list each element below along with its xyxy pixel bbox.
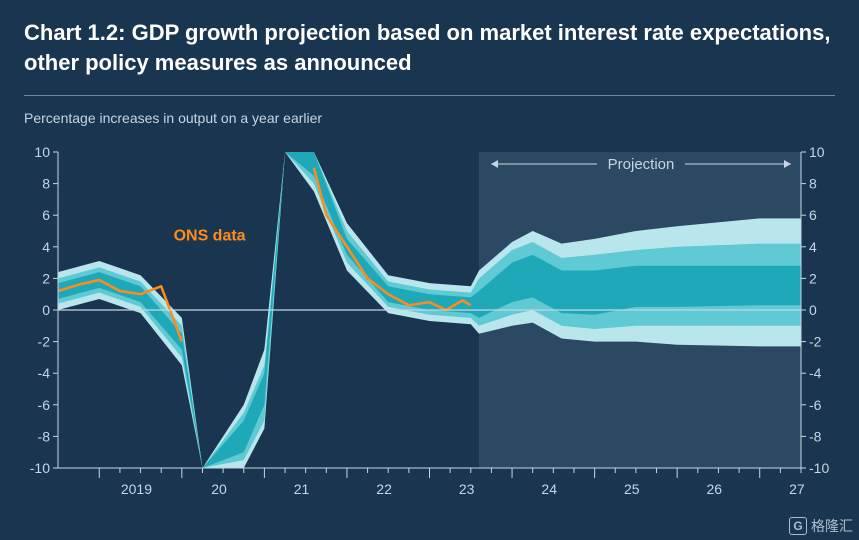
- ytick-left: 4: [42, 239, 50, 255]
- xtick-label: 24: [541, 481, 557, 497]
- ytick-right: -10: [809, 460, 829, 476]
- xtick-label: 25: [624, 481, 640, 497]
- ytick-right: -2: [809, 334, 822, 350]
- watermark: G 格隆汇: [789, 516, 853, 536]
- ytick-right: -4: [809, 366, 822, 382]
- ytick-right: -6: [809, 397, 822, 413]
- xtick-label: 27: [789, 481, 805, 497]
- ytick-right: 6: [809, 208, 817, 224]
- ytick-right: 8: [809, 176, 817, 192]
- xtick-label: 21: [294, 481, 310, 497]
- ons-label: ONS data: [174, 228, 246, 245]
- ytick-right: 0: [809, 302, 817, 318]
- chart-container: Percentage increases in output on a year…: [24, 95, 835, 508]
- ytick-right: 10: [809, 144, 825, 160]
- ytick-right: -8: [809, 429, 822, 445]
- divider: [24, 95, 835, 96]
- xtick-label: 26: [707, 481, 723, 497]
- ytick-left: -6: [38, 397, 51, 413]
- chart-title: Chart 1.2: GDP growth projection based o…: [0, 0, 859, 87]
- ytick-right: 2: [809, 271, 817, 287]
- ytick-left: 8: [42, 176, 50, 192]
- fan-chart: -10-10-8-8-6-6-4-4-2-2002244668810102019…: [24, 132, 835, 508]
- ytick-left: -2: [38, 334, 51, 350]
- xtick-label: 22: [376, 481, 392, 497]
- ytick-right: 4: [809, 239, 817, 255]
- ytick-left: 6: [42, 208, 50, 224]
- ytick-left: -8: [38, 429, 51, 445]
- projection-label: Projection: [608, 156, 675, 173]
- xtick-label: 2019: [121, 481, 152, 497]
- ytick-left: 0: [42, 302, 50, 318]
- ytick-left: 10: [34, 144, 50, 160]
- xtick-label: 23: [459, 481, 475, 497]
- ytick-left: 2: [42, 271, 50, 287]
- watermark-text: 格隆汇: [811, 516, 853, 536]
- ytick-left: -4: [38, 366, 51, 382]
- ytick-left: -10: [30, 460, 50, 476]
- watermark-icon: G: [789, 517, 807, 535]
- xtick-label: 20: [211, 481, 227, 497]
- y-axis-label: Percentage increases in output on a year…: [24, 110, 835, 132]
